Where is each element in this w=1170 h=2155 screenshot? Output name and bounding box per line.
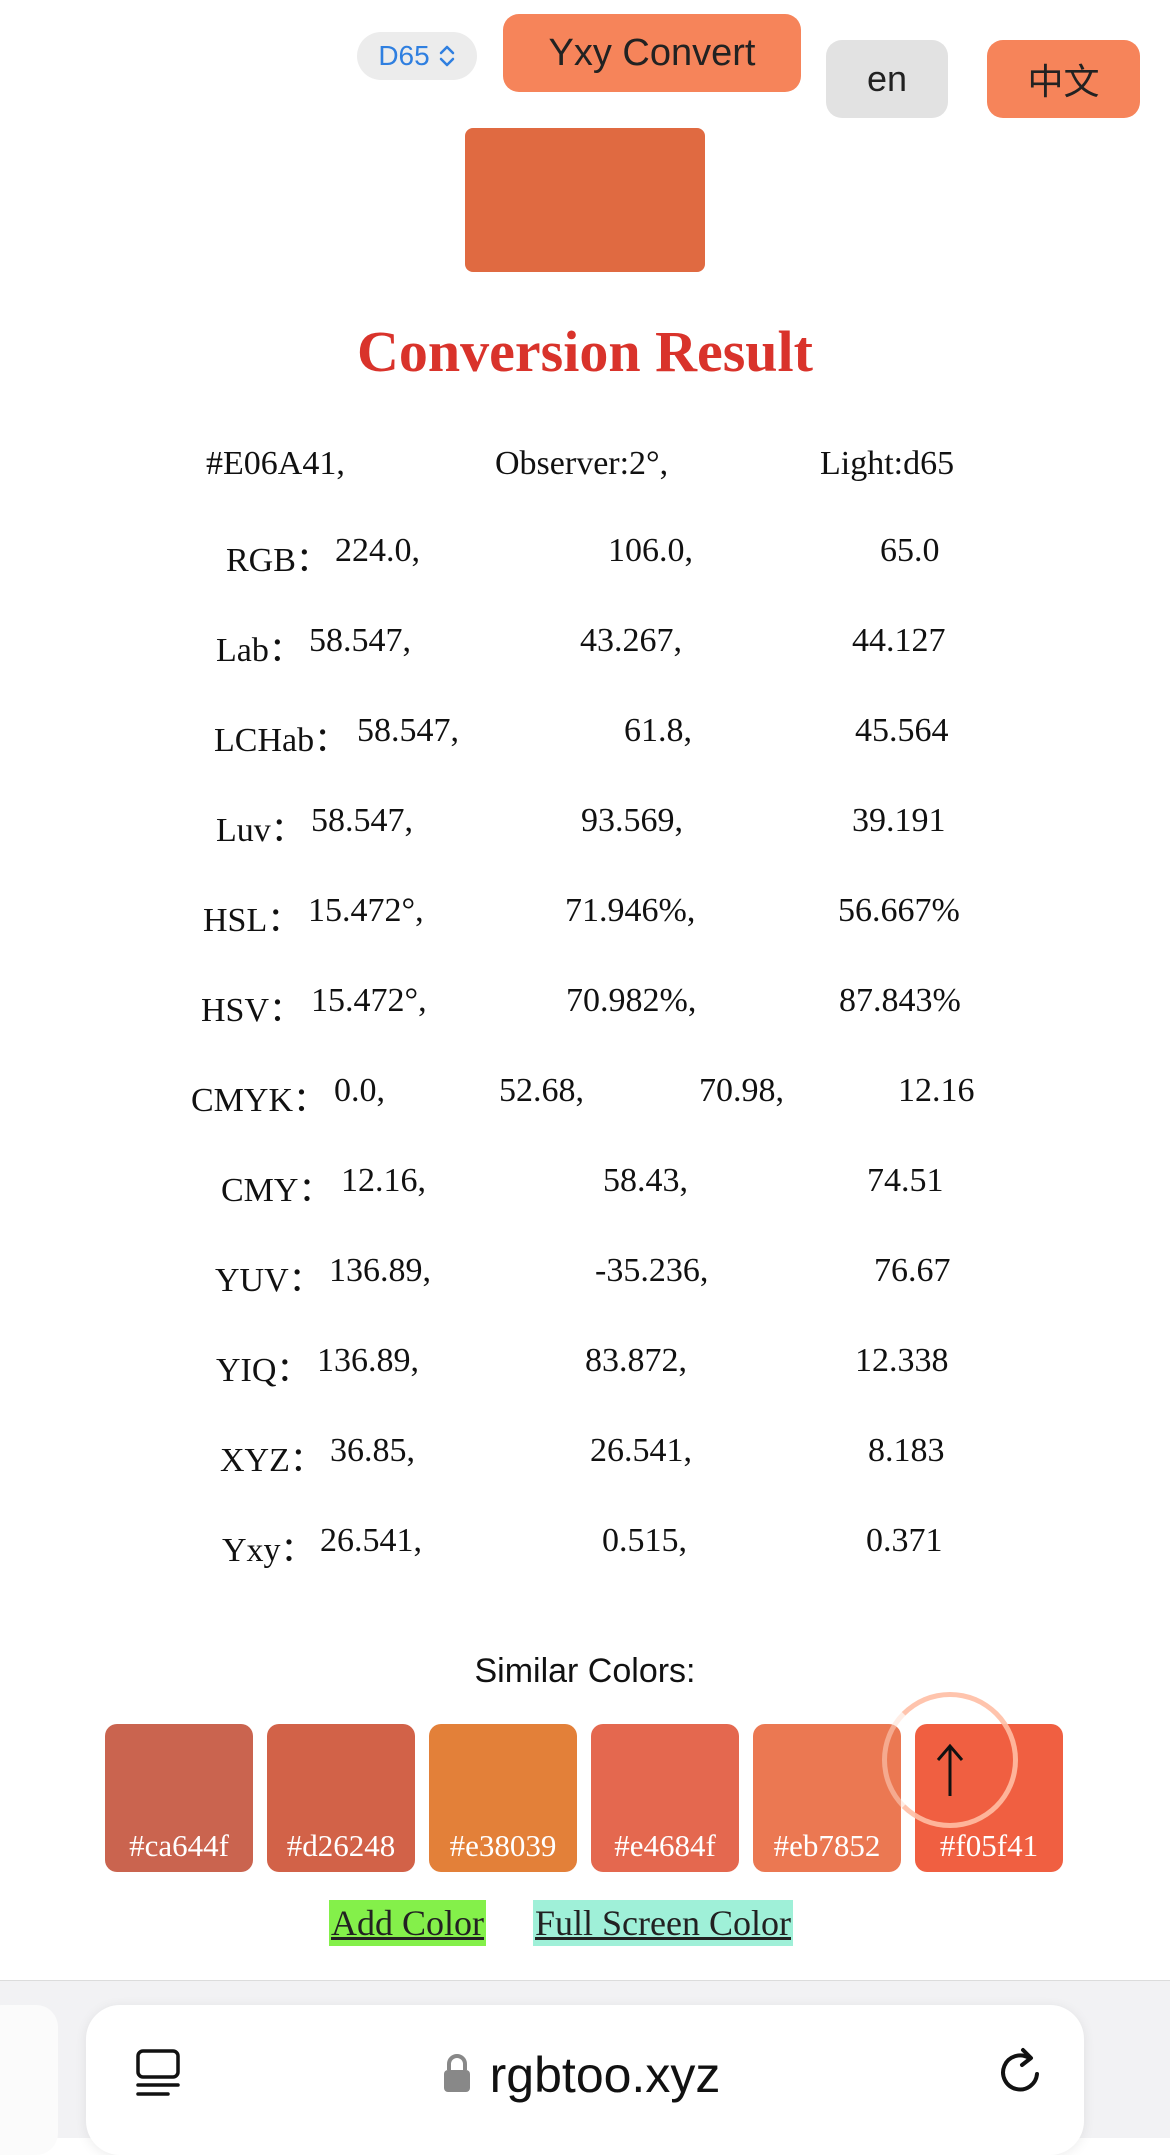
row-label: HSV： bbox=[201, 992, 304, 1029]
arrow-up-icon[interactable] bbox=[930, 1740, 970, 1800]
similar-color-tile[interactable]: #eb7852 bbox=[753, 1724, 901, 1872]
similar-color-hex: #f05f41 bbox=[939, 1828, 1039, 1863]
yxy-row: Yxy： 26.541, 0.515, 0.371 bbox=[0, 1522, 1170, 1572]
illuminant-value: D65 bbox=[378, 40, 430, 71]
hsl-row: HSL： 15.472°, 71.946%, 56.667% bbox=[0, 892, 1170, 942]
similar-color-tile[interactable]: #e4684f bbox=[591, 1724, 739, 1872]
language-zh-button[interactable]: 中文 bbox=[987, 40, 1140, 118]
scroll-top-ring[interactable] bbox=[882, 1692, 1018, 1828]
similar-color-tile[interactable]: #d26248 bbox=[267, 1724, 415, 1872]
color-preview-swatch bbox=[465, 128, 705, 272]
lock-icon bbox=[444, 2054, 470, 2092]
row-value-3: 12.338 bbox=[855, 1342, 949, 1379]
address-bar[interactable] bbox=[86, 2005, 1084, 2155]
previous-tab-preview[interactable] bbox=[0, 2005, 58, 2155]
row-value-2: 0.515, bbox=[602, 1522, 687, 1559]
row-label: LCHab： bbox=[214, 722, 349, 759]
row-value-1: 12.16, bbox=[341, 1162, 426, 1199]
row-value-1: 15.472°, bbox=[308, 892, 424, 929]
result-header-row: #E06A41, Observer:2°, Light:d65 bbox=[0, 445, 1170, 495]
row-value-2: 26.541, bbox=[590, 1432, 692, 1469]
row-label: CMY： bbox=[221, 1172, 333, 1209]
row-label: YIQ： bbox=[216, 1352, 311, 1389]
row-value-3: 56.667% bbox=[838, 892, 960, 929]
row-value-3: 44.127 bbox=[852, 622, 946, 659]
chevron-up-down-icon bbox=[439, 45, 454, 67]
similar-color-hex: #ca644f bbox=[129, 1828, 229, 1863]
similar-color-hex: #eb7852 bbox=[773, 1828, 881, 1863]
row-value-2: 71.946%, bbox=[565, 892, 696, 929]
row-value-1: 36.85, bbox=[330, 1432, 415, 1469]
illuminant-select[interactable]: D65 bbox=[357, 32, 477, 80]
similar-colors-label: Similar Colors: bbox=[474, 1652, 696, 1690]
url-value: rgbtoo.xyz bbox=[489, 2047, 721, 2103]
row-value-3: 65.0 bbox=[880, 532, 940, 569]
observer-value: Observer:2°, bbox=[495, 445, 669, 482]
row-value-2: 58.43, bbox=[603, 1162, 688, 1199]
similar-color-hex: #e4684f bbox=[614, 1828, 716, 1863]
row-value-3: 8.183 bbox=[868, 1432, 945, 1469]
similar-color-tile[interactable]: #e38039 bbox=[429, 1724, 577, 1872]
full-screen-color-link[interactable]: Full Screen Color bbox=[533, 1900, 793, 1946]
row-value-3: 39.191 bbox=[852, 802, 946, 839]
row-value-3: 76.67 bbox=[874, 1252, 951, 1289]
row-value-2: 61.8, bbox=[624, 712, 692, 749]
light-value: Light:d65 bbox=[820, 445, 955, 482]
row-label: Luv： bbox=[216, 812, 305, 849]
row-value-1: 26.541, bbox=[320, 1522, 422, 1559]
row-value-1: 15.472°, bbox=[311, 982, 427, 1019]
cmy-row: CMY： 12.16, 58.43, 74.51 bbox=[0, 1162, 1170, 1212]
hex-value: #E06A41, bbox=[206, 445, 345, 482]
hsv-row: HSV： 15.472°, 70.982%, 87.843% bbox=[0, 982, 1170, 1032]
row-value-3: 45.564 bbox=[855, 712, 949, 749]
row-value-3: 70.98, bbox=[699, 1072, 784, 1109]
row-label: YUV： bbox=[215, 1262, 323, 1299]
row-label: RGB： bbox=[226, 542, 330, 579]
tabs-icon[interactable] bbox=[132, 2047, 184, 2099]
similar-color-hex: #d26248 bbox=[286, 1828, 396, 1863]
row-label: Yxy： bbox=[222, 1532, 315, 1569]
row-value-2: 70.982%, bbox=[566, 982, 697, 1019]
row-value-2: 52.68, bbox=[499, 1072, 584, 1109]
lchab-row: LCHab： 58.547, 61.8, 45.564 bbox=[0, 712, 1170, 762]
row-value-2: 93.569, bbox=[581, 802, 683, 839]
url-text[interactable]: rgbtoo.xyz bbox=[0, 2046, 1170, 2104]
row-value-2: 106.0, bbox=[608, 532, 693, 569]
row-value-1: 136.89, bbox=[329, 1252, 431, 1289]
reload-icon[interactable] bbox=[993, 2044, 1049, 2100]
similar-color-tile[interactable]: #ca644f bbox=[105, 1724, 253, 1872]
row-label: XYZ： bbox=[220, 1442, 324, 1479]
row-value-3: 0.371 bbox=[866, 1522, 943, 1559]
row-value-1: 58.547, bbox=[357, 712, 459, 749]
lab-row: Lab： 58.547, 43.267, 44.127 bbox=[0, 622, 1170, 672]
language-en-button[interactable]: en bbox=[826, 40, 948, 118]
row-label: CMYK： bbox=[191, 1082, 328, 1119]
row-value-3: 87.843% bbox=[839, 982, 961, 1019]
convert-button[interactable]: Yxy Convert bbox=[503, 14, 801, 92]
row-value-1: 58.547, bbox=[311, 802, 413, 839]
row-value-1: 58.547, bbox=[309, 622, 411, 659]
row-value-1: 136.89, bbox=[317, 1342, 419, 1379]
rgb-row: RGB： 224.0, 106.0, 65.0 bbox=[0, 532, 1170, 582]
row-value-3: 74.51 bbox=[867, 1162, 944, 1199]
add-color-link[interactable]: Add Color bbox=[329, 1900, 486, 1946]
row-label: HSL： bbox=[203, 902, 302, 939]
row-value-1: 0.0, bbox=[334, 1072, 385, 1109]
cmyk-row: CMYK： 0.0, 52.68, 70.98, 12.16 bbox=[0, 1072, 1170, 1122]
page-title: Conversion Result bbox=[357, 319, 813, 384]
row-value-2: -35.236, bbox=[595, 1252, 709, 1289]
xyz-row: XYZ： 36.85, 26.541, 8.183 bbox=[0, 1432, 1170, 1482]
yiq-row: YIQ： 136.89, 83.872, 12.338 bbox=[0, 1342, 1170, 1392]
row-value-1: 224.0, bbox=[335, 532, 420, 569]
row-value-2: 83.872, bbox=[585, 1342, 687, 1379]
luv-row: Luv： 58.547, 93.569, 39.191 bbox=[0, 802, 1170, 852]
yuv-row: YUV： 136.89, -35.236, 76.67 bbox=[0, 1252, 1170, 1302]
similar-color-hex: #e38039 bbox=[449, 1828, 557, 1863]
row-value-2: 43.267, bbox=[580, 622, 682, 659]
row-label: Lab： bbox=[216, 632, 303, 669]
row-value-4: 12.16 bbox=[898, 1072, 975, 1109]
